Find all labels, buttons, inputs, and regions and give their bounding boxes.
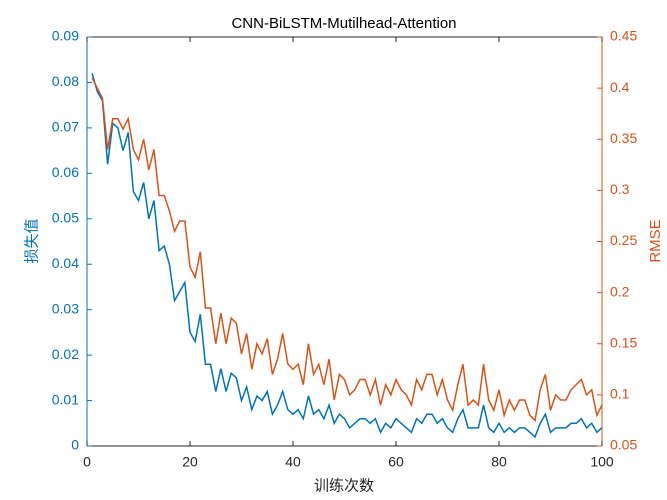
y-tick-label: 0.01 bbox=[52, 391, 79, 407]
y2-tick-label: 0.4 bbox=[610, 79, 630, 95]
chart-title: CNN-BiLSTM-Mutilhead-Attention bbox=[231, 15, 456, 32]
data-line bbox=[91, 73, 603, 439]
y2-tick-label: 0.45 bbox=[610, 28, 637, 44]
y2-tick-label: 0.15 bbox=[610, 334, 637, 350]
y-tick-label: 0.02 bbox=[52, 346, 79, 362]
y-tick-label: 0 bbox=[71, 437, 79, 453]
y-tick-label: 0.06 bbox=[52, 164, 79, 180]
y-tick-label: 0.08 bbox=[52, 73, 79, 89]
x-tick-label: 20 bbox=[182, 454, 198, 470]
x-tick-label: 40 bbox=[285, 454, 301, 470]
y2-tick-label: 0.35 bbox=[610, 130, 637, 146]
y-tick-label: 0.07 bbox=[52, 119, 79, 135]
x-tick-label: 60 bbox=[388, 454, 404, 470]
y-tick-label: 0.09 bbox=[52, 28, 79, 44]
x-axis-label: 训练次数 bbox=[314, 477, 374, 495]
data-line bbox=[91, 77, 603, 422]
x-tick-label: 100 bbox=[590, 454, 614, 470]
y2-tick-label: 0.2 bbox=[610, 283, 630, 299]
y-tick-label: 0.03 bbox=[52, 300, 79, 316]
y2-tick-label: 0.05 bbox=[610, 437, 637, 453]
y2-tick-label: 0.25 bbox=[610, 232, 637, 248]
y-tick-label: 0.04 bbox=[52, 255, 79, 271]
y-axis-label: 损失值 bbox=[23, 218, 41, 263]
y2-tick-label: 0.3 bbox=[610, 181, 630, 197]
y2-tick-label: 0.1 bbox=[610, 386, 630, 402]
x-tick-label: 80 bbox=[491, 454, 507, 470]
x-tick-label: 0 bbox=[83, 454, 91, 470]
y-tick-label: 0.05 bbox=[52, 209, 79, 225]
y2-axis-label: RMSE bbox=[647, 219, 664, 262]
